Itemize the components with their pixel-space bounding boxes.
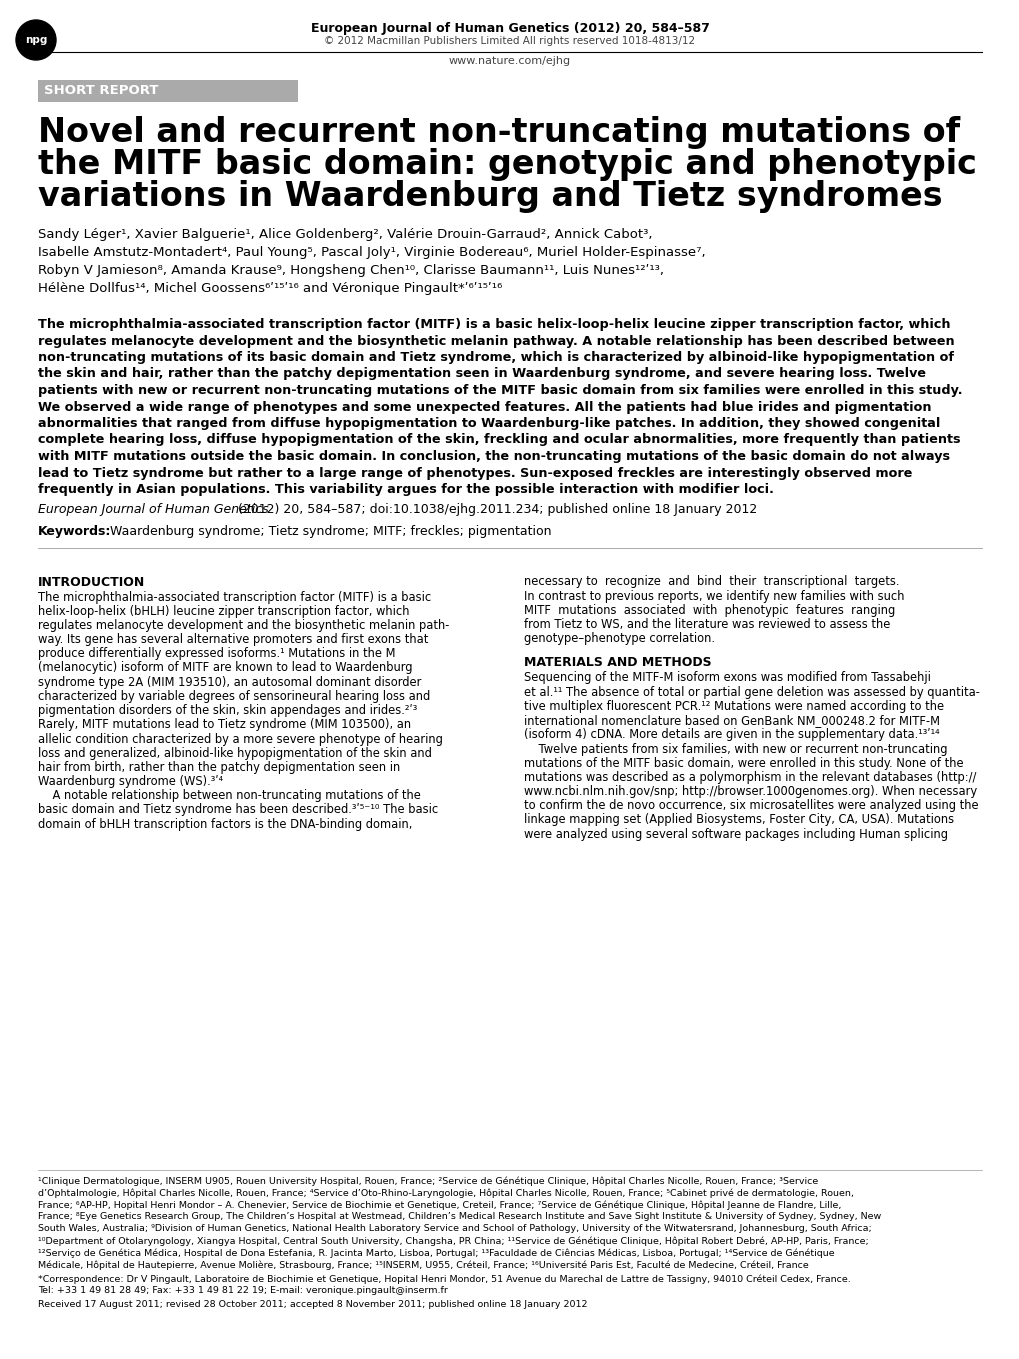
Text: France; ⁶AP-HP, Hopital Henri Mondor – A. Chenevier, Service de Biochimie et Gen: France; ⁶AP-HP, Hopital Henri Mondor – A… (38, 1200, 841, 1210)
Text: to confirm the de novo occurrence, six microsatellites were analyzed using the: to confirm the de novo occurrence, six m… (524, 799, 977, 813)
Text: necessary to  recognize  and  bind  their  transcriptional  targets.: necessary to recognize and bind their tr… (524, 575, 899, 588)
Text: France; ⁸Eye Genetics Research Group, The Children’s Hospital at Westmead, Child: France; ⁸Eye Genetics Research Group, Th… (38, 1212, 880, 1220)
Text: were analyzed using several software packages including Human splicing: were analyzed using several software pac… (524, 828, 947, 841)
Text: way. Its gene has several alternative promoters and first exons that: way. Its gene has several alternative pr… (38, 633, 428, 646)
Text: Rarely, MITF mutations lead to Tietz syndrome (MIM 103500), an: Rarely, MITF mutations lead to Tietz syn… (38, 719, 411, 731)
Text: A notable relationship between non-truncating mutations of the: A notable relationship between non-trunc… (38, 790, 421, 802)
Text: www.ncbi.nlm.nih.gov/snp; http://browser.1000genomes.org). When necessary: www.ncbi.nlm.nih.gov/snp; http://browser… (524, 786, 976, 798)
Text: (melanocytic) isoform of MITF are known to lead to Waardenburg: (melanocytic) isoform of MITF are known … (38, 662, 412, 674)
Text: linkage mapping set (Applied Biosystems, Foster City, CA, USA). Mutations: linkage mapping set (Applied Biosystems,… (524, 814, 953, 826)
Text: Waardenburg syndrome; Tietz syndrome; MITF; freckles; pigmentation: Waardenburg syndrome; Tietz syndrome; MI… (106, 526, 551, 538)
Text: © 2012 Macmillan Publishers Limited All rights reserved 1018-4813/12: © 2012 Macmillan Publishers Limited All … (324, 35, 695, 46)
Text: Hélène Dollfus¹⁴, Michel Goossens⁶ʹ¹⁵ʹ¹⁶ and Véronique Pingault*ʹ⁶ʹ¹⁵ʹ¹⁶: Hélène Dollfus¹⁴, Michel Goossens⁶ʹ¹⁵ʹ¹⁶… (38, 283, 501, 295)
Text: South Wales, Australia; ⁹Division of Human Genetics, National Health Laboratory : South Wales, Australia; ⁹Division of Hum… (38, 1224, 871, 1233)
Circle shape (16, 20, 56, 60)
Text: international nomenclature based on GenBank NM_000248.2 for MITF-M: international nomenclature based on GenB… (524, 713, 940, 727)
Text: produce differentially expressed isoforms.¹ Mutations in the M: produce differentially expressed isoform… (38, 647, 395, 660)
Text: SHORT REPORT: SHORT REPORT (44, 84, 158, 98)
Text: variations in Waardenburg and Tietz syndromes: variations in Waardenburg and Tietz synd… (38, 179, 942, 213)
Text: loss and generalized, albinoid-like hypopigmentation of the skin and: loss and generalized, albinoid-like hypo… (38, 746, 431, 760)
Text: characterized by variable degrees of sensorineural hearing loss and: characterized by variable degrees of sen… (38, 690, 430, 703)
Text: hair from birth, rather than the patchy depigmentation seen in: hair from birth, rather than the patchy … (38, 761, 399, 773)
Text: European Journal of Human Genetics (2012) 20, 584–587: European Journal of Human Genetics (2012… (310, 22, 709, 35)
Text: mutations of the MITF basic domain, were enrolled in this study. None of the: mutations of the MITF basic domain, were… (524, 757, 963, 769)
Text: npg: npg (24, 35, 47, 45)
Text: lead to Tietz syndrome but rather to a large range of phenotypes. Sun-exposed fr: lead to Tietz syndrome but rather to a l… (38, 466, 911, 480)
Text: d’Ophtalmologie, Hôpital Charles Nicolle, Rouen, France; ⁴Service d’Oto-Rhino-La: d’Ophtalmologie, Hôpital Charles Nicolle… (38, 1188, 853, 1197)
Text: The microphthalmia-associated transcription factor (MITF) is a basic helix-loop-: The microphthalmia-associated transcript… (38, 318, 950, 332)
Text: We observed a wide range of phenotypes and some unexpected features. All the pat: We observed a wide range of phenotypes a… (38, 401, 930, 413)
Text: genotype–phenotype correlation.: genotype–phenotype correlation. (524, 632, 714, 646)
Text: ¹Clinique Dermatologique, INSERM U905, Rouen University Hospital, Rouen, France;: ¹Clinique Dermatologique, INSERM U905, R… (38, 1176, 817, 1185)
Text: patients with new or recurrent non-truncating mutations of the MITF basic domain: patients with new or recurrent non-trunc… (38, 385, 962, 397)
Text: European Journal of Human Genetics: European Journal of Human Genetics (38, 503, 268, 516)
Text: MATERIALS AND METHODS: MATERIALS AND METHODS (524, 656, 711, 670)
Text: Twelve patients from six families, with new or recurrent non-truncating: Twelve patients from six families, with … (524, 742, 947, 756)
Text: In contrast to previous reports, we identify new families with such: In contrast to previous reports, we iden… (524, 590, 904, 602)
Text: Sandy Léger¹, Xavier Balguerie¹, Alice Goldenberg², Valérie Drouin-Garraud², Ann: Sandy Léger¹, Xavier Balguerie¹, Alice G… (38, 228, 652, 241)
Text: the skin and hair, rather than the patchy depigmentation seen in Waardenburg syn: the skin and hair, rather than the patch… (38, 367, 925, 381)
Text: Isabelle Amstutz-Montadert⁴, Paul Young⁵, Pascal Joly¹, Virginie Bodereau⁶, Muri: Isabelle Amstutz-Montadert⁴, Paul Young⁵… (38, 246, 705, 260)
Text: regulates melanocyte development and the biosynthetic melanin pathway. A notable: regulates melanocyte development and the… (38, 334, 954, 348)
Text: helix-loop-helix (bHLH) leucine zipper transcription factor, which: helix-loop-helix (bHLH) leucine zipper t… (38, 605, 409, 618)
Text: (isoform 4) cDNA. More details are given in the supplementary data.¹³ʹ¹⁴: (isoform 4) cDNA. More details are given… (524, 728, 938, 741)
Text: non-truncating mutations of its basic domain and Tietz syndrome, which is charac: non-truncating mutations of its basic do… (38, 351, 953, 364)
Text: (2012) 20, 584–587; doi:10.1038/ejhg.2011.234; published online 18 January 2012: (2012) 20, 584–587; doi:10.1038/ejhg.201… (233, 503, 756, 516)
Text: Keywords:: Keywords: (38, 526, 111, 538)
FancyBboxPatch shape (38, 80, 298, 102)
Text: abnormalities that ranged from diffuse hypopigmentation to Waardenburg-like patc: abnormalities that ranged from diffuse h… (38, 417, 940, 429)
Text: Novel and recurrent non-truncating mutations of: Novel and recurrent non-truncating mutat… (38, 116, 959, 149)
Text: from Tietz to WS, and the literature was reviewed to assess the: from Tietz to WS, and the literature was… (524, 618, 890, 631)
Text: pigmentation disorders of the skin, skin appendages and irides.²ʹ³: pigmentation disorders of the skin, skin… (38, 704, 417, 718)
Text: Médicale, Hôpital de Hautepierre, Avenue Molière, Strasbourg, France; ¹⁵INSERM, : Médicale, Hôpital de Hautepierre, Avenue… (38, 1260, 808, 1269)
Text: Sequencing of the MITF-M isoform exons was modified from Tassabehji: Sequencing of the MITF-M isoform exons w… (524, 671, 930, 685)
Text: Waardenburg syndrome (WS).³ʹ⁴: Waardenburg syndrome (WS).³ʹ⁴ (38, 775, 223, 788)
Text: allelic condition characterized by a more severe phenotype of hearing: allelic condition characterized by a mor… (38, 733, 442, 746)
Text: Tel: +33 1 49 81 28 49; Fax: +33 1 49 81 22 19; E-mail: veronique.pingault@inser: Tel: +33 1 49 81 28 49; Fax: +33 1 49 81… (38, 1286, 447, 1295)
Text: Received 17 August 2011; revised 28 October 2011; accepted 8 November 2011; publ: Received 17 August 2011; revised 28 Octo… (38, 1301, 587, 1309)
Text: www.nature.com/ejhg: www.nature.com/ejhg (448, 56, 571, 67)
Text: domain of bHLH transcription factors is the DNA-binding domain,: domain of bHLH transcription factors is … (38, 818, 412, 830)
Text: The microphthalmia-associated transcription factor (MITF) is a basic: The microphthalmia-associated transcript… (38, 591, 431, 603)
Text: complete hearing loss, diffuse hypopigmentation of the skin, freckling and ocula: complete hearing loss, diffuse hypopigme… (38, 434, 960, 447)
Text: basic domain and Tietz syndrome has been described.³ʹ⁵⁻¹⁰ The basic: basic domain and Tietz syndrome has been… (38, 803, 438, 817)
Text: the MITF basic domain: genotypic and phenotypic: the MITF basic domain: genotypic and phe… (38, 148, 976, 181)
Text: Robyn V Jamieson⁸, Amanda Krause⁹, Hongsheng Chen¹⁰, Clarisse Baumann¹¹, Luis Nu: Robyn V Jamieson⁸, Amanda Krause⁹, Hongs… (38, 264, 663, 277)
Text: ¹⁰Department of Otolaryngology, Xiangya Hospital, Central South University, Chan: ¹⁰Department of Otolaryngology, Xiangya … (38, 1235, 868, 1245)
Text: *Correspondence: Dr V Pingault, Laboratoire de Biochimie et Genetique, Hopital H: *Correspondence: Dr V Pingault, Laborato… (38, 1273, 850, 1283)
Text: MITF  mutations  associated  with  phenotypic  features  ranging: MITF mutations associated with phenotypi… (524, 603, 895, 617)
Text: et al.¹¹ The absence of total or partial gene deletion was assessed by quantita-: et al.¹¹ The absence of total or partial… (524, 686, 979, 699)
Text: mutations was described as a polymorphism in the relevant databases (http://: mutations was described as a polymorphis… (524, 771, 975, 784)
Text: INTRODUCTION: INTRODUCTION (38, 575, 145, 588)
Text: tive multiplex fluorescent PCR.¹² Mutations were named according to the: tive multiplex fluorescent PCR.¹² Mutati… (524, 700, 944, 713)
Text: frequently in Asian populations. This variability argues for the possible intera: frequently in Asian populations. This va… (38, 482, 773, 496)
Text: ¹²Serviço de Genética Médica, Hospital de Dona Estefania, R. Jacinta Marto, Lisb: ¹²Serviço de Genética Médica, Hospital d… (38, 1248, 834, 1257)
Text: syndrome type 2A (MIM 193510), an autosomal dominant disorder: syndrome type 2A (MIM 193510), an autoso… (38, 675, 421, 689)
Text: with MITF mutations outside the basic domain. In conclusion, the non-truncating : with MITF mutations outside the basic do… (38, 450, 949, 463)
Text: regulates melanocyte development and the biosynthetic melanin path-: regulates melanocyte development and the… (38, 618, 449, 632)
